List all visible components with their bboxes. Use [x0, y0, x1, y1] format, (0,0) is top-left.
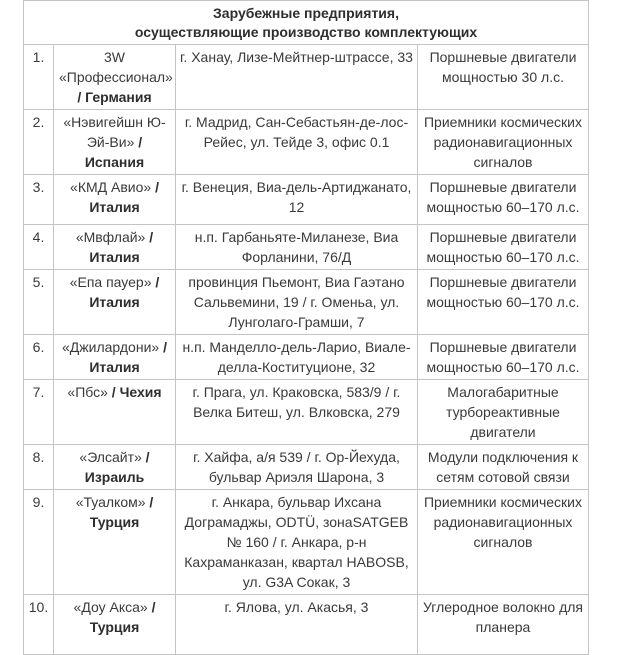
company-name: 3W «Профессионал»: [59, 49, 173, 85]
company-name: «Туалком»: [75, 494, 146, 510]
table-title-line-2: осуществляющие производство комплектующи…: [134, 24, 478, 40]
table-title-row: Зарубежные предприятия, осуществляющие п…: [23, 0, 589, 45]
company-country: / Италия: [89, 274, 160, 310]
table-row: 1. 3W «Профессионал» / Германия г. Ханау…: [23, 44, 589, 110]
table-row: 8. «Элсайт» / Израиль г. Хайфа, а/я 539 …: [23, 444, 589, 490]
table-row: 10. «Доу Акса» / Турция г. Ялова, ул. Ак…: [23, 594, 589, 655]
company-cell: «Епа пауер» / Италия: [53, 269, 176, 335]
row-number: 3.: [23, 174, 54, 225]
row-number: 1.: [23, 44, 54, 110]
table-row: 4. «Мвфлай» / Италия н.п. Гарбаньяте-Мил…: [23, 224, 589, 270]
company-cell: «Туалком» / Турция: [53, 489, 176, 595]
address-cell: г. Прага, ул. Краковска, 583/9 / г. Велк…: [175, 379, 418, 445]
product-cell: Углеродное волокно для планера: [417, 594, 589, 655]
product-cell: Поршневые двигатели мощностью 60–170 л.с…: [417, 174, 589, 225]
company-cell: «Нэвигейшн Ю-Эй-Ви» / Испания: [53, 109, 176, 175]
product-cell: Поршневые двигатели мощностью 30 л.с.: [417, 44, 589, 110]
row-number: 7.: [23, 379, 54, 445]
address-cell: г. Ханау, Лизе-Мейтнер-штрассе, 33: [175, 44, 418, 110]
address-cell: г. Ялова, ул. Акасья, 3: [175, 594, 418, 655]
row-number: 6.: [23, 334, 54, 380]
row-number: 5.: [23, 269, 54, 335]
company-name: «Доу Акса»: [73, 599, 148, 615]
address-cell: г. Анкара, бульвар Ихсана Дограмаджы, OD…: [175, 489, 418, 595]
company-name: «Пбс»: [67, 384, 108, 400]
table-title-line-1: Зарубежные предприятия,: [213, 5, 399, 21]
row-number: 4.: [23, 224, 54, 270]
row-number: 10.: [23, 594, 54, 655]
company-name: «Нэвигейшн Ю-Эй-Ви»: [63, 114, 166, 150]
product-cell: Поршневые двигатели мощностью 60–170 л.с…: [417, 269, 589, 335]
company-country: / Италия: [89, 229, 154, 265]
company-cell: 3W «Профессионал» / Германия: [53, 44, 176, 110]
company-cell: «Мвфлай» / Италия: [53, 224, 176, 270]
table-row: 6. «Джилардони» / Италия н.п. Манделло-д…: [23, 334, 589, 380]
row-number: 8.: [23, 444, 54, 490]
address-cell: н.п. Манделло-дель-Ларио, Виале-делла-Ко…: [175, 334, 418, 380]
company-country: / Чехия: [111, 384, 162, 400]
company-country: / Италия: [89, 179, 159, 215]
company-name: «Епа пауер»: [69, 274, 152, 290]
company-country: / Италия: [89, 339, 167, 375]
company-name: «Джилардони»: [62, 339, 160, 355]
product-cell: Приемники космических радионавигационных…: [417, 489, 589, 595]
address-cell: провинция Пьемонт, Виа Гаэтано Сальвемин…: [175, 269, 418, 335]
row-number: 9.: [23, 489, 54, 595]
table-row: 5. «Епа пауер» / Италия провинция Пьемон…: [23, 269, 589, 335]
table-row: 7. «Пбс» / Чехия г. Прага, ул. Краковска…: [23, 379, 589, 445]
address-cell: г. Мадрид, Сан-Себастьян-де-лос-Рейес, у…: [175, 109, 418, 175]
company-country: / Израиль: [84, 449, 150, 485]
address-cell: г. Венеция, Виа-дель-Артиджанато, 12: [175, 174, 418, 225]
table-row: 2. «Нэвигейшн Ю-Эй-Ви» / Испания г. Мадр…: [23, 109, 589, 175]
company-cell: «Доу Акса» / Турция: [53, 594, 176, 655]
company-cell: «Джилардони» / Италия: [53, 334, 176, 380]
product-cell: Модули подключения к сетям сотовой связи: [417, 444, 589, 490]
address-cell: н.п. Гарбаньяте-Миланезе, Виа Форланини,…: [175, 224, 418, 270]
table-title: Зарубежные предприятия, осуществляющие п…: [23, 0, 589, 45]
company-cell: «Элсайт» / Израиль: [53, 444, 176, 490]
company-country: / Турция: [89, 494, 154, 530]
product-cell: Поршневые двигатели мощностью 60–170 л.с…: [417, 224, 589, 270]
table-row: 9. «Туалком» / Турция г. Анкара, бульвар…: [23, 489, 589, 595]
product-cell: Приемники космических радионавигационных…: [417, 109, 589, 175]
company-country: / Испания: [84, 134, 145, 170]
company-name: «Элсайт»: [79, 449, 142, 465]
product-cell: Поршневые двигатели мощностью 60–170 л.с…: [417, 334, 589, 380]
row-number: 2.: [23, 109, 54, 175]
company-name: «Мвфлай»: [75, 229, 146, 245]
company-name: «КМД Авио»: [70, 179, 152, 195]
company-cell: «КМД Авио» / Италия: [53, 174, 176, 225]
table-row: 3. «КМД Авио» / Италия г. Венеция, Виа-д…: [23, 174, 589, 225]
foreign-suppliers-table: Зарубежные предприятия, осуществляющие п…: [23, 0, 589, 655]
address-cell: г. Хайфа, а/я 539 / г. Ор-Йехуда, бульва…: [175, 444, 418, 490]
company-country: / Германия: [77, 89, 152, 105]
company-cell: «Пбс» / Чехия: [53, 379, 176, 445]
product-cell: Малогабаритные турбореактивные двигатели: [417, 379, 589, 445]
